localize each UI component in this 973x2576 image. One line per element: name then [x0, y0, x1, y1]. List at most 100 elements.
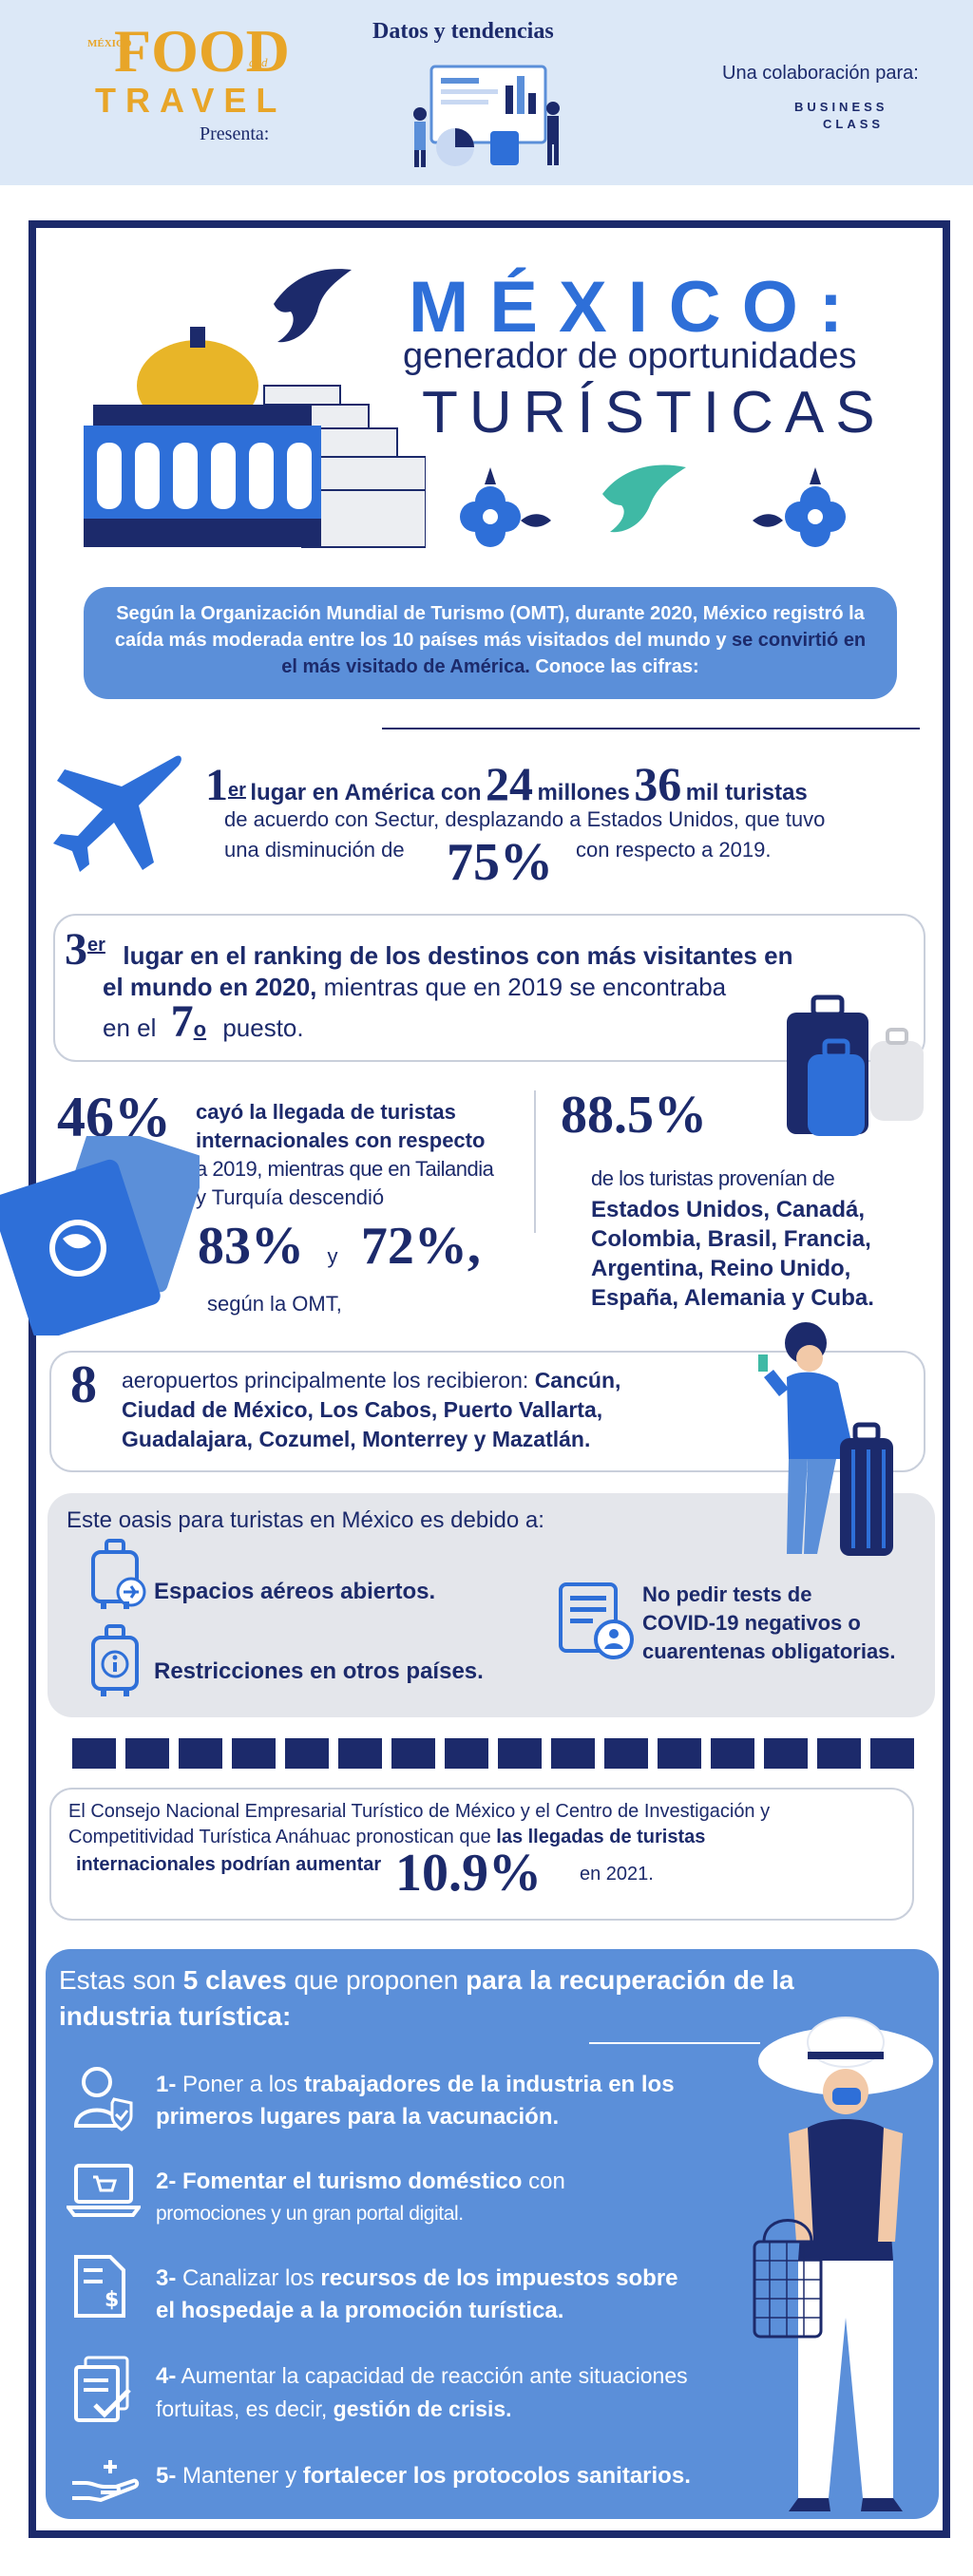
- stat1-rank: 1: [205, 760, 228, 810]
- key-1: 1- Poner a los trabajadores de la indust…: [156, 2069, 675, 2133]
- stat1-number-thousands: 36: [634, 757, 682, 810]
- datos-title: Datos y tendencias: [372, 19, 554, 45]
- stat3-source: según la OMT,: [207, 1292, 342, 1316]
- brand-small-label: MÉXICO: [87, 38, 132, 49]
- key-5-number: 5-: [156, 2463, 177, 2489]
- stat1-text-b: millones: [537, 780, 630, 805]
- passport-icon: [0, 1136, 200, 1335]
- intro-text-3: Conoce las cifras:: [529, 656, 699, 677]
- keys-rule: [589, 2042, 760, 2044]
- tax-document-icon: $: [74, 2255, 125, 2318]
- oasis-reason-3: No pedir tests de COVID-19 negativos o c…: [642, 1581, 896, 1666]
- key-3-text-c: el hospedaje a la promoción turística.: [156, 2298, 564, 2323]
- keys-intro-e: industria turística:: [59, 2001, 292, 2031]
- stat2-text-a: lugar en el ranking de los destinos con …: [123, 941, 793, 970]
- separator-segment: [870, 1738, 914, 1769]
- key-2-text-a: Fomentar el turismo doméstico: [176, 2169, 523, 2194]
- oasis-reason-2: Restricciones en otros países.: [154, 1658, 484, 1684]
- stat4-countries-3: Argentina, Reino Unido,: [591, 1256, 851, 1281]
- keys-intro: Estas son 5 claves que proponen para la …: [59, 1962, 794, 2035]
- oasis-box: [48, 1493, 935, 1717]
- datos-text: Datos y tendencias: [372, 19, 554, 44]
- key-4: 4- Aumentar la capacidad de reacción ant…: [156, 2359, 688, 2425]
- key-2-text-b: con: [522, 2169, 565, 2194]
- stat5-text: aeropuertos principalmente los recibiero…: [122, 1366, 620, 1454]
- stat5-number: 8: [70, 1355, 97, 1414]
- medical-test-document-icon: [559, 1582, 634, 1659]
- key-4-text-b: fortuitas, es decir,: [156, 2396, 334, 2421]
- stat2-box: [53, 914, 925, 1062]
- stat3-text-c: a 2019, mientras que en Tailandia: [196, 1157, 494, 1181]
- title-mexico: MÉXICO:: [409, 267, 865, 348]
- flower-left-icon: [460, 467, 551, 547]
- hand-health-icon: [72, 2460, 140, 2502]
- laptop-shopping-icon: [67, 2164, 141, 2217]
- key-5-text-b: fortalecer los protocolos sanitarios.: [302, 2463, 691, 2489]
- key-4-text-a: Aumentar la capacidad de reacción ante s…: [176, 2363, 688, 2388]
- flower-right-icon: [753, 467, 846, 547]
- brand-logo-food: FOOD: [114, 17, 290, 85]
- business-class-logo: BUSINESS CLASS: [794, 99, 887, 133]
- brand-logo-and: and: [249, 55, 268, 69]
- key-2: 2- Fomentar el turismo doméstico con pro…: [156, 2166, 565, 2230]
- stat1-line2: de acuerdo con Sectur, desplazando a Est…: [224, 807, 826, 831]
- stat2-position-suffix: o: [193, 1017, 207, 1041]
- separator-segment: [604, 1738, 648, 1769]
- key-1-number: 1-: [156, 2072, 177, 2097]
- separator-segment: [711, 1738, 754, 1769]
- stat5-box: [49, 1351, 925, 1472]
- key-4-number: 4-: [156, 2363, 177, 2389]
- oasis-title: Este oasis para turistas en México es de…: [67, 1507, 544, 1533]
- stat2-text-b: el mundo en 2020,: [103, 973, 317, 1001]
- keys-intro-b: 5 claves: [182, 1965, 287, 1995]
- colaboracion-label: Una colaboración para:: [722, 63, 919, 84]
- oasis-reason-3-line2: COVID-19 negativos o: [642, 1611, 861, 1635]
- stat5-text-a: aeropuertos principalmente los recibiero…: [122, 1368, 535, 1392]
- airplane-icon: [53, 755, 181, 872]
- key-5: 5- Mantener y fortalecer los protocolos …: [156, 2460, 691, 2492]
- key-1-text-c: primeros lugares para la vacunación.: [156, 2104, 560, 2130]
- svg-text:$: $: [105, 2288, 119, 2312]
- brand-logo-travel: TRAVEL: [95, 81, 287, 120]
- worker-shield-icon: [73, 2067, 133, 2131]
- oasis-reason-3-line1: No pedir tests de: [642, 1582, 812, 1606]
- stat3-thailand-percent: 83%: [198, 1217, 304, 1276]
- key-1-text-a: Poner a los: [176, 2072, 305, 2097]
- stat4-countries: Estados Unidos, Canadá, Colombia, Brasil…: [591, 1195, 874, 1313]
- stat4-countries-4: España, Alemania y Cuba.: [591, 1285, 874, 1311]
- stat1-text-c: mil turistas: [685, 780, 808, 805]
- stat1-rank-suffix: er: [228, 780, 246, 801]
- stat2-line1: 3er lugar en el ranking de los destinos …: [65, 927, 792, 973]
- stat3-text-b: internacionales con respecto: [196, 1128, 486, 1152]
- stat2-position: 7: [170, 996, 194, 1047]
- suitcase-info-icon: [91, 1624, 139, 1696]
- keys-intro-d: para la recuperación de la: [466, 1965, 794, 1995]
- forecast-line1: El Consejo Nacional Empresarial Turístic…: [68, 1801, 771, 1822]
- stat4-text-a: de los turistas provenían de: [591, 1166, 835, 1190]
- stat2-rank-suffix: er: [87, 935, 105, 956]
- data-analysis-illustration-icon: [413, 65, 560, 167]
- stat3-text: cayó la llegada de turistas internaciona…: [196, 1098, 494, 1212]
- luggage-icon: [787, 994, 924, 1136]
- keys-intro-a: Estas son: [59, 1965, 183, 1995]
- dove-navy-icon: [274, 269, 352, 343]
- stat2-text-c: mientras que en 2019 se encontraba: [316, 973, 727, 1001]
- forecast-line3: internacionales podrían aumentar: [76, 1854, 382, 1875]
- woman-hat-mask-illustration-icon: [753, 2017, 933, 2511]
- stat4-percent: 88.5%: [561, 1086, 707, 1145]
- forecast-box: [49, 1788, 914, 1921]
- stat4-countries-1: Estados Unidos, Canadá,: [591, 1197, 866, 1222]
- stat2-line3: en el 7o puesto.: [103, 999, 304, 1045]
- intro-text-2: se convirtió en el más visitado de Améri…: [281, 630, 867, 677]
- key-3-text-b: recursos de los impuestos sobre: [320, 2265, 678, 2291]
- stat3-turkey-percent: 72%,: [360, 1217, 481, 1276]
- stat1-percent: 75%: [447, 833, 553, 892]
- separator-segment: [179, 1738, 222, 1769]
- stat5-airports-1: Cancún,: [534, 1368, 621, 1392]
- business-class-line1: BUSINESS: [794, 100, 888, 114]
- traveler-woman-illustration-icon: [758, 1322, 893, 1556]
- stat4-countries-2: Colombia, Brasil, Francia,: [591, 1226, 871, 1252]
- separator-segment: [498, 1738, 542, 1769]
- stat5-airports-2: Ciudad de México, Los Cabos, Puerto Vall…: [122, 1397, 603, 1422]
- separator-segment: [125, 1738, 169, 1769]
